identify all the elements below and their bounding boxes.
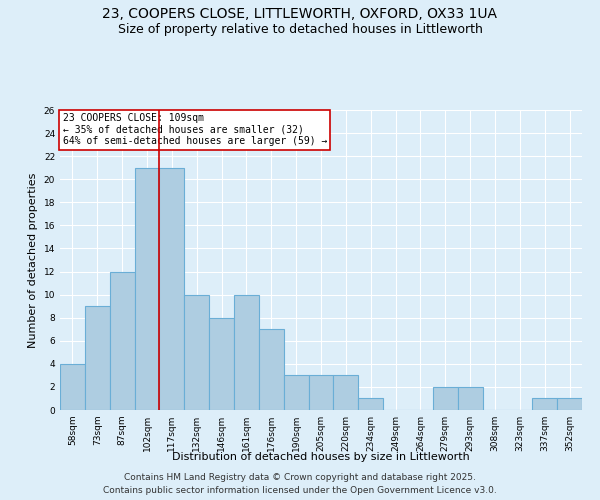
Bar (308, 376, 334, 410)
Text: Distribution of detached houses by size in Littleworth: Distribution of detached houses by size … (172, 452, 470, 462)
Y-axis label: Number of detached properties: Number of detached properties (28, 172, 38, 348)
Text: Contains HM Land Registry data © Crown copyright and database right 2025.
Contai: Contains HM Land Registry data © Crown c… (103, 474, 497, 495)
Bar (60, 364, 85, 410)
Bar (557, 398, 582, 410)
Bar (160, 168, 184, 410)
Bar (284, 376, 308, 410)
Bar (334, 376, 358, 410)
Bar (209, 318, 234, 410)
Text: 23, COOPERS CLOSE, LITTLEWORTH, OXFORD, OX33 1UA: 23, COOPERS CLOSE, LITTLEWORTH, OXFORD, … (103, 8, 497, 22)
Text: 23 COOPERS CLOSE: 109sqm
← 35% of detached houses are smaller (32)
64% of semi-d: 23 COOPERS CLOSE: 109sqm ← 35% of detach… (62, 113, 327, 146)
Bar (110, 272, 134, 410)
Bar (433, 387, 458, 410)
Bar (85, 306, 110, 410)
Text: Size of property relative to detached houses in Littleworth: Size of property relative to detached ho… (118, 22, 482, 36)
Bar (259, 329, 284, 410)
Bar (134, 168, 160, 410)
Bar (234, 294, 259, 410)
Bar (184, 294, 209, 410)
Bar (358, 398, 383, 410)
Bar (458, 387, 482, 410)
Bar (532, 398, 557, 410)
